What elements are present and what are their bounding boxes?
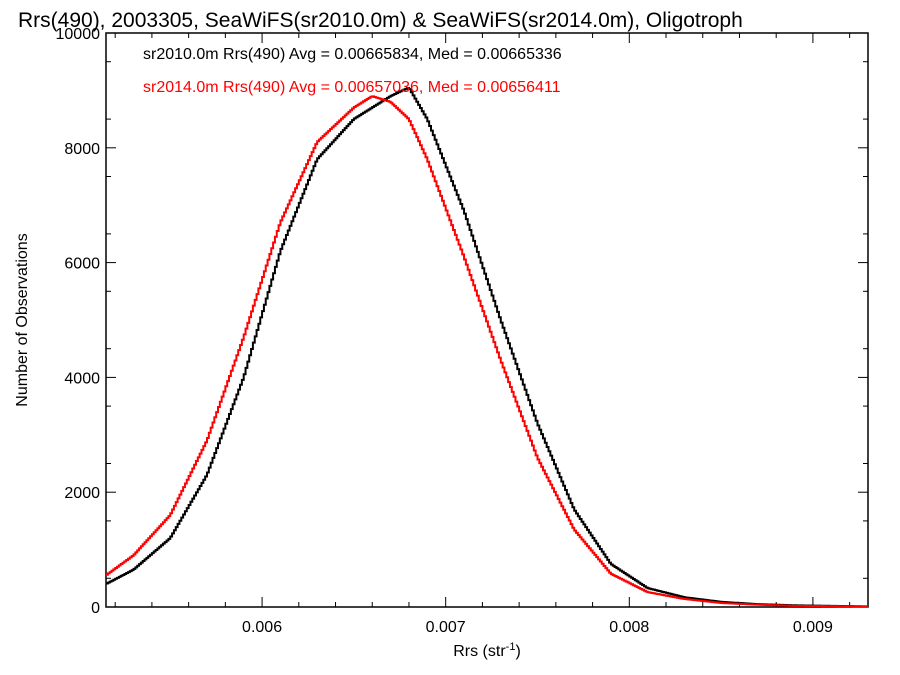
x-tick-label: 0.007 — [426, 619, 466, 636]
x-axis-label-close: ) — [515, 643, 520, 660]
x-axis-label-superscript: -1 — [506, 641, 516, 653]
y-tick-label: 6000 — [64, 256, 100, 273]
series-line-0 — [106, 86, 868, 608]
series-layer — [106, 86, 868, 608]
y-tick-label: 8000 — [64, 141, 100, 158]
x-tick-label: 0.006 — [242, 619, 282, 636]
chart-title: Rrs(490), 2003305, SeaWiFS(sr2010.0m) & … — [18, 9, 743, 32]
x-axis-label: Rrs (str-1) — [453, 641, 521, 660]
x-tick-label: 0.009 — [793, 619, 833, 636]
plot-frame — [105, 32, 869, 608]
y-tick-label: 10000 — [56, 26, 101, 43]
x-tick-label: 0.008 — [609, 619, 649, 636]
y-axis-label: Number of Observations — [14, 233, 31, 406]
x-axis-label-text: Rrs (str — [453, 643, 506, 660]
y-axis-ticks: 0 2000 4000 6000 8000 10000 — [56, 26, 868, 617]
y-tick-label: 0 — [91, 600, 100, 617]
x-axis-ticks: 0.006 0.007 0.008 0.009 — [114, 33, 851, 636]
legend-entry-sr2010: sr2010.0m Rrs(490) Avg = 0.00665834, Med… — [143, 46, 562, 63]
y-tick-label: 4000 — [64, 370, 100, 387]
series-line-1 — [106, 95, 868, 608]
y-tick-label: 2000 — [64, 485, 100, 502]
legend-entry-sr2014: sr2014.0m Rrs(490) Avg = 0.00657036, Med… — [143, 79, 561, 96]
